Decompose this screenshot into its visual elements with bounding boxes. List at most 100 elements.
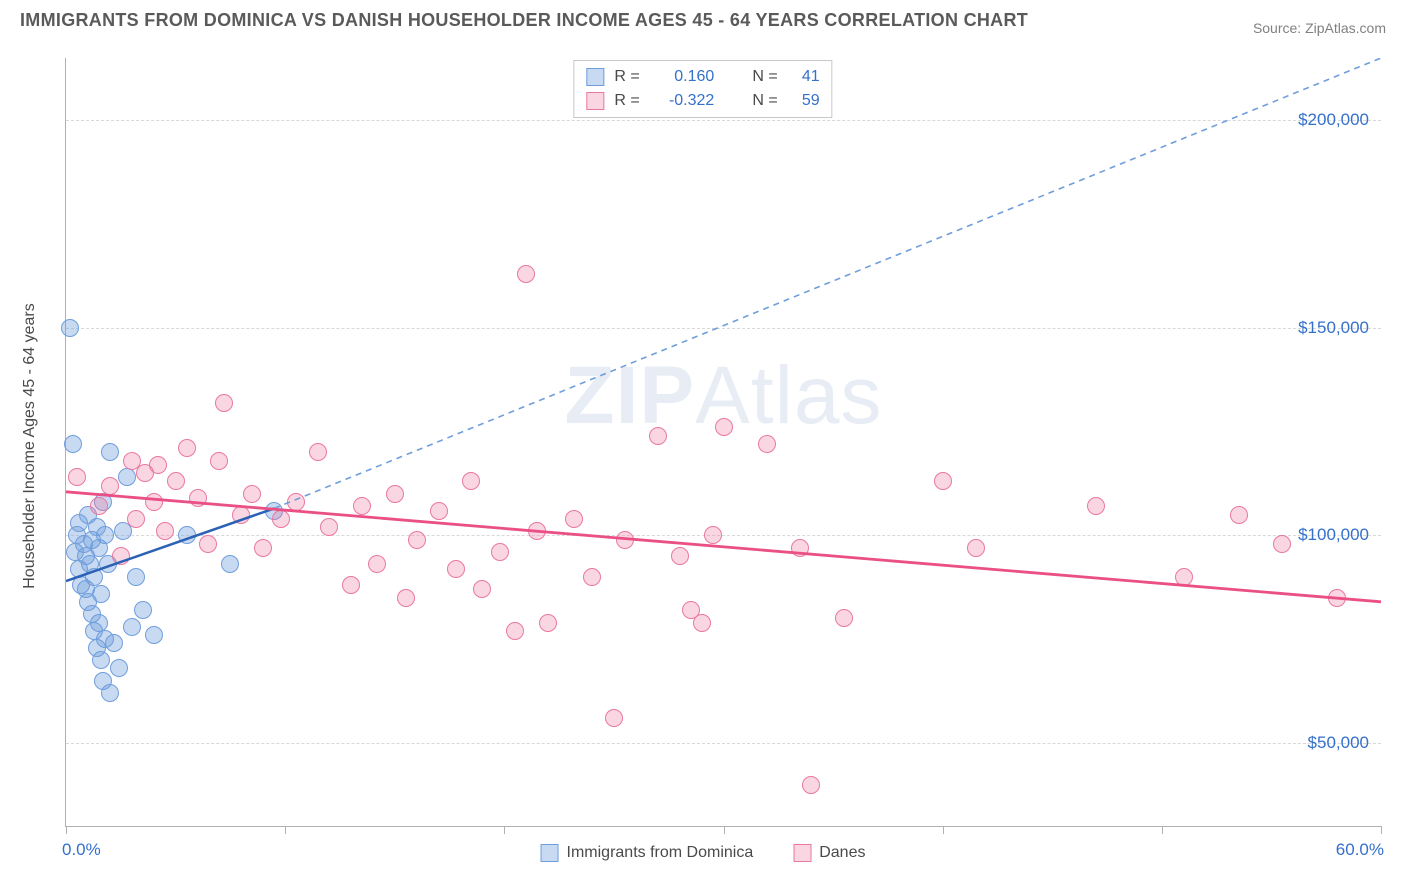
data-point-danes [1328,589,1346,607]
data-point-danes [583,568,601,586]
data-point-danes [215,394,233,412]
data-point-danes [1273,535,1291,553]
data-point-danes [1175,568,1193,586]
data-point-dominica [127,568,145,586]
data-point-danes [791,539,809,557]
data-point-dominica [145,626,163,644]
swatch-icon [541,844,559,862]
data-point-danes [243,485,261,503]
x-tick [724,826,725,834]
data-point-danes [287,493,305,511]
data-point-dominica [110,659,128,677]
data-point-dominica [64,435,82,453]
swatch-icon [586,68,604,86]
data-point-dominica [118,468,136,486]
data-point-danes [802,776,820,794]
data-point-danes [189,489,207,507]
data-point-danes [693,614,711,632]
data-point-danes [309,443,327,461]
data-point-danes [272,510,290,528]
gridline [66,535,1381,536]
data-point-danes [112,547,130,565]
data-point-danes [320,518,338,536]
data-point-dominica [92,585,110,603]
legend-item-dominica: Immigrants from Dominica [541,844,754,862]
data-point-danes [565,510,583,528]
legend-item-danes: Danes [793,844,865,862]
x-tick [1162,826,1163,834]
data-point-danes [386,485,404,503]
data-point-dominica [92,651,110,669]
data-point-danes [758,435,776,453]
data-point-danes [210,452,228,470]
data-point-danes [430,502,448,520]
stat-row-danes: R =-0.322N =59 [586,89,819,113]
data-point-danes [1087,497,1105,515]
data-point-danes [397,589,415,607]
r-value: -0.322 [660,89,714,113]
data-point-danes [473,580,491,598]
data-point-danes [835,609,853,627]
data-point-danes [353,497,371,515]
source-link[interactable]: ZipAtlas.com [1305,20,1386,36]
x-tick [1381,826,1382,834]
plot-area: ZIPAtlas $50,000$100,000$150,000$200,000 [65,58,1381,827]
data-point-danes [127,510,145,528]
data-point-danes [254,539,272,557]
swatch-icon [586,92,604,110]
data-point-dominica [101,684,119,702]
series-legend: Immigrants from Dominica Danes [541,844,866,862]
data-point-dominica [134,601,152,619]
data-point-danes [156,522,174,540]
legend-label: Danes [819,844,865,862]
x-axis-max-label: 60.0% [1336,840,1384,860]
chart-title: IMMIGRANTS FROM DOMINICA VS DANISH HOUSE… [20,10,1028,31]
data-point-danes [649,427,667,445]
data-point-danes [68,468,86,486]
data-point-danes [528,522,546,540]
data-point-dominica [105,634,123,652]
data-point-danes [178,439,196,457]
data-point-danes [605,709,623,727]
data-point-dominica [123,618,141,636]
correlation-stats-legend: R =0.160N =41R =-0.322N =59 [573,60,832,118]
y-axis-label: Householder Income Ages 45 - 64 years [21,303,39,589]
y-tick-label: $100,000 [1298,525,1369,545]
x-axis-min-label: 0.0% [62,840,101,860]
n-value: 41 [788,65,820,89]
data-point-danes [462,472,480,490]
correlation-chart: IMMIGRANTS FROM DOMINICA VS DANISH HOUSE… [10,10,1396,882]
data-point-danes [506,622,524,640]
data-point-danes [199,535,217,553]
data-point-danes [517,265,535,283]
gridline [66,120,1381,121]
source-attribution: Source: ZipAtlas.com [1253,20,1386,36]
data-point-danes [342,576,360,594]
data-point-danes [671,547,689,565]
data-point-dominica [101,443,119,461]
data-point-danes [368,555,386,573]
data-point-dominica [90,614,108,632]
stat-row-dominica: R =0.160N =41 [586,65,819,89]
gridline [66,328,1381,329]
x-tick [504,826,505,834]
data-point-danes [616,531,634,549]
data-point-danes [715,418,733,436]
trend-lines-layer [66,58,1381,826]
data-point-danes [491,543,509,561]
data-point-danes [704,526,722,544]
gridline [66,743,1381,744]
x-tick [285,826,286,834]
data-point-dominica [96,526,114,544]
data-point-danes [539,614,557,632]
data-point-danes [232,506,250,524]
data-point-danes [145,493,163,511]
n-value: 59 [788,89,820,113]
r-value: 0.160 [660,65,714,89]
data-point-danes [149,456,167,474]
y-tick-label: $200,000 [1298,110,1369,130]
data-point-danes [967,539,985,557]
data-point-danes [447,560,465,578]
x-tick [943,826,944,834]
data-point-danes [101,477,119,495]
